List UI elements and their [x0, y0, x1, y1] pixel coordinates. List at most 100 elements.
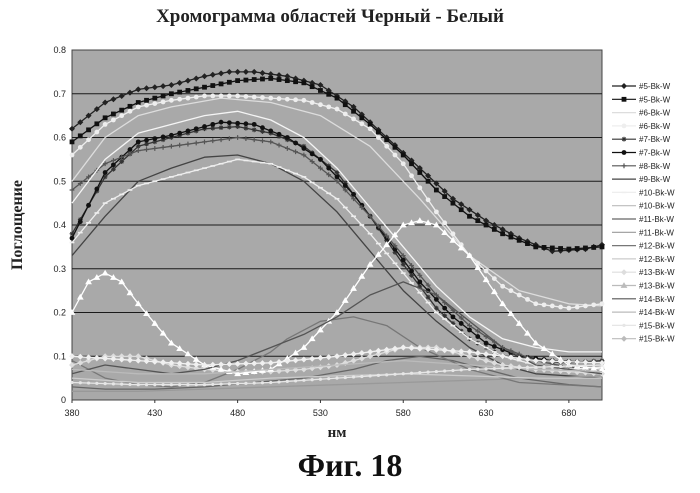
data-point [474, 212, 481, 219]
data-point [524, 356, 531, 363]
data-point [335, 376, 339, 380]
y-tick-label: 0.7 [53, 89, 66, 99]
legend-label: #12-Bk-W [639, 242, 675, 251]
data-point [219, 382, 223, 386]
data-point [408, 219, 415, 226]
data-point [409, 272, 414, 278]
data-point [226, 68, 233, 75]
data-point [226, 136, 232, 141]
data-point [358, 273, 366, 279]
data-point [192, 356, 200, 362]
data-point [483, 346, 489, 349]
data-point [392, 144, 398, 150]
data-point [425, 294, 431, 300]
data-point [259, 69, 266, 76]
data-point [400, 344, 407, 351]
data-point [391, 345, 398, 352]
data-point [293, 172, 298, 175]
data-point [293, 140, 298, 146]
plot-area [68, 49, 606, 401]
data-point [417, 170, 423, 175]
data-point [144, 141, 149, 147]
data-point [621, 136, 627, 142]
data-point [557, 368, 564, 375]
data-point [210, 83, 216, 88]
data-point [474, 349, 481, 356]
data-point [301, 152, 307, 158]
y-tick-label: 0.5 [53, 176, 66, 186]
data-point [251, 94, 257, 100]
data-point [242, 68, 249, 75]
data-point [599, 244, 605, 250]
data-point [209, 71, 216, 78]
series-line [71, 316, 603, 388]
data-point [260, 138, 265, 144]
y-tick-label: 0.6 [53, 133, 66, 143]
data-point [621, 123, 627, 129]
data-point [449, 195, 456, 202]
data-point [384, 143, 390, 149]
data-point [293, 379, 298, 383]
data-point [135, 86, 142, 93]
data-point [326, 104, 332, 110]
data-point [532, 339, 540, 346]
data-point [599, 301, 605, 307]
data-point [500, 283, 506, 289]
data-point [201, 73, 208, 80]
data-point [515, 320, 523, 326]
data-point [102, 355, 109, 362]
data-point [334, 106, 340, 112]
data-point [333, 309, 341, 315]
data-point [194, 383, 198, 387]
data-point [327, 377, 331, 381]
data-point [621, 191, 627, 194]
data-point [293, 79, 298, 85]
series-2 [69, 76, 605, 252]
data-point [244, 381, 248, 385]
legend-item: #12-Bk-W [612, 242, 675, 251]
data-point [144, 97, 149, 103]
data-point [360, 374, 364, 379]
data-point [202, 84, 207, 90]
data-point [144, 147, 149, 152]
series-20 [69, 344, 605, 368]
data-point [501, 366, 505, 370]
data-point [426, 370, 430, 374]
data-point [499, 226, 506, 233]
data-point [376, 129, 381, 135]
data-point [77, 133, 83, 139]
data-point [69, 187, 75, 193]
data-point [210, 121, 216, 127]
data-point [86, 174, 91, 180]
data-point [268, 76, 274, 81]
data-point [78, 381, 82, 385]
data-point [127, 103, 133, 109]
data-point [93, 274, 101, 280]
data-point [77, 144, 83, 150]
data-point [367, 353, 374, 360]
data-point [385, 373, 389, 377]
series-14 [71, 373, 602, 384]
data-point [102, 115, 108, 121]
y-tick-label: 0.2 [53, 308, 66, 318]
data-point [383, 241, 391, 248]
data-point [567, 364, 571, 368]
data-point [309, 355, 316, 362]
data-point [111, 162, 116, 168]
data-point [185, 95, 191, 101]
data-point [260, 161, 265, 164]
data-point [326, 172, 332, 178]
data-point [243, 77, 249, 83]
data-point [475, 328, 481, 334]
data-point [591, 245, 597, 250]
data-point [103, 381, 107, 386]
data-point [582, 359, 589, 366]
data-point [102, 174, 108, 180]
data-point [334, 170, 340, 175]
data-point [193, 94, 199, 100]
data-point [77, 219, 83, 225]
x-tick-label: 580 [396, 408, 411, 418]
series-12 [72, 375, 603, 392]
series-line [71, 110, 602, 353]
y-tick-label: 0.4 [53, 220, 66, 230]
